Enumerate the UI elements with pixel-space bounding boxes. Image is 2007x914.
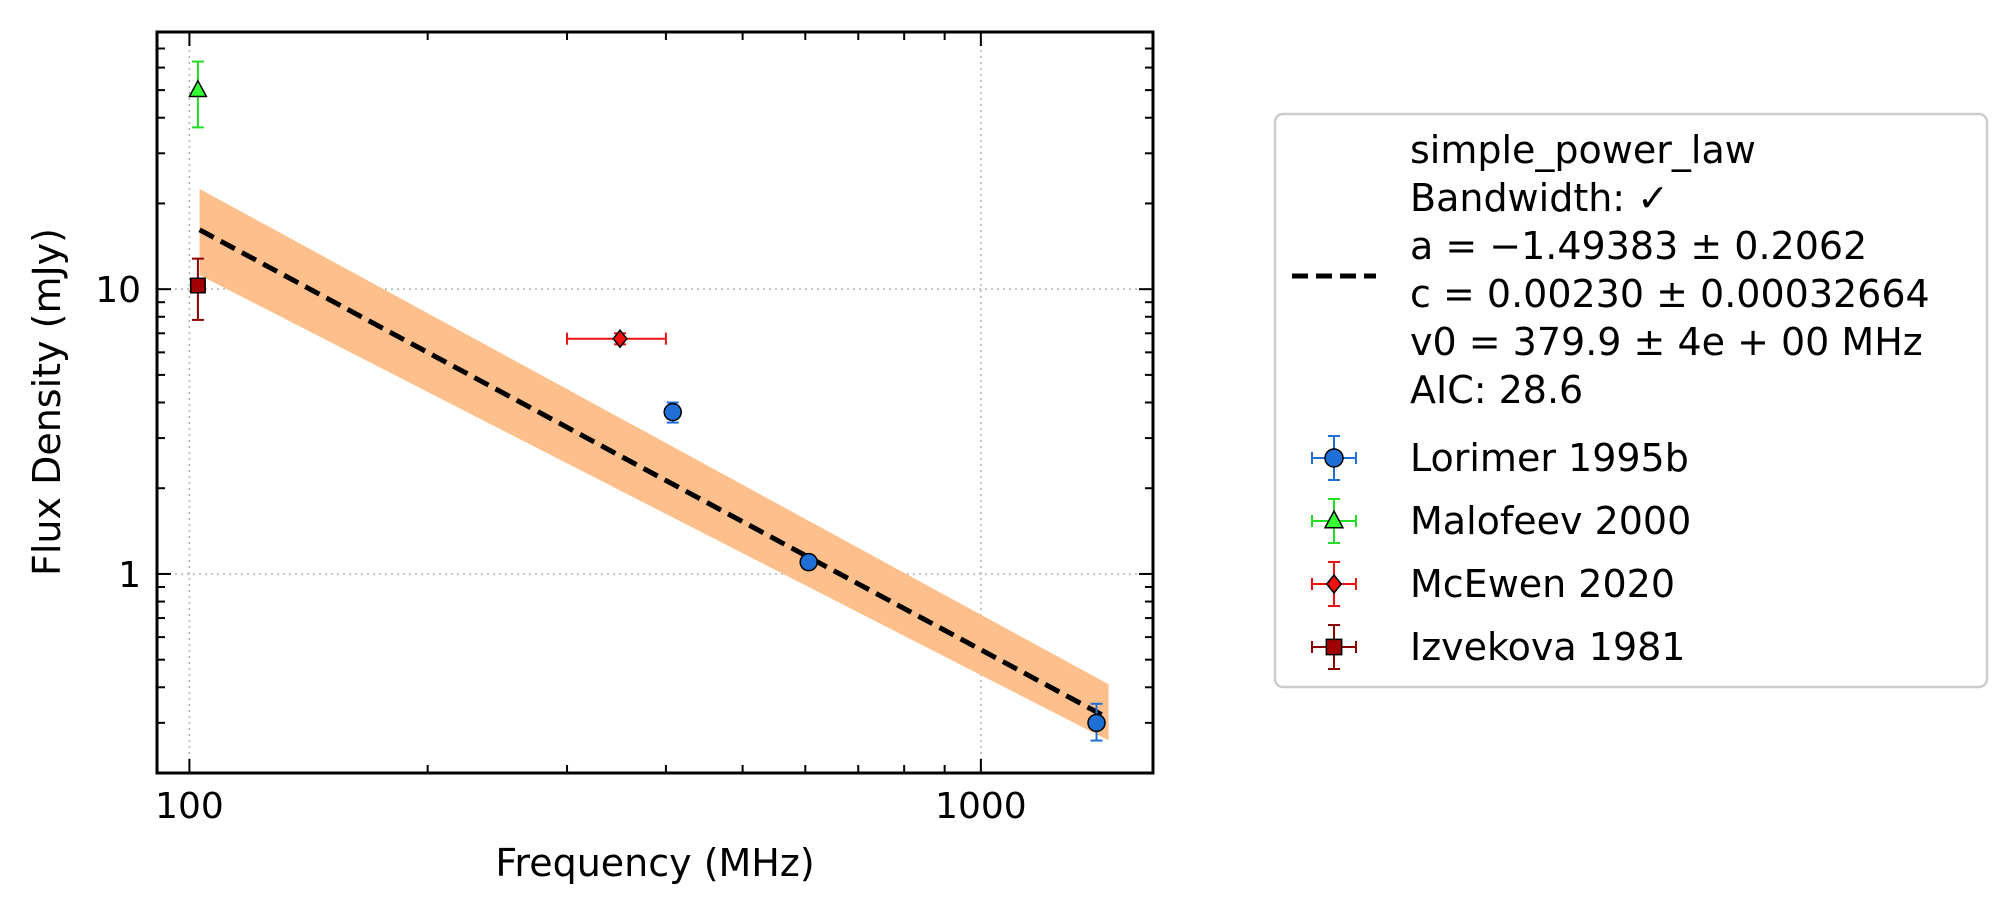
x-tick-label: 1000 <box>935 786 1027 827</box>
fit-line <box>198 227 1110 721</box>
x-tick-label: 100 <box>155 786 224 827</box>
legend-fit-line-1: simple_power_law <box>1410 128 1756 172</box>
legend-fit-line-3: a = −1.49383 ± 0.2062 <box>1410 224 1867 268</box>
legend-fit-line-4: c = 0.00230 ± 0.00032664 <box>1410 272 1930 316</box>
legend-lorimer-1995b-label: Lorimer 1995b <box>1410 436 1689 480</box>
malofeev-2000-data-point <box>188 79 208 98</box>
grid-layer <box>157 32 1153 773</box>
legend-malofeev-2000-label: Malofeev 2000 <box>1410 499 1691 543</box>
y-axis-title: Flux Density (mJy) <box>25 228 69 576</box>
legend-izvekova-1981-marker <box>1325 638 1343 656</box>
fit-uncertainty-band <box>199 188 1109 741</box>
legend-malofeev-2000-marker <box>1323 509 1345 529</box>
ticks-layer: 100 1000 1 10 <box>95 31 1153 827</box>
legend-mcewen-2020-marker <box>1325 573 1343 595</box>
fit-band-layer <box>199 188 1109 741</box>
lorimer-1995b-data-point <box>663 402 682 422</box>
y-tick-label: 10 <box>95 270 141 311</box>
data-points-layer <box>188 60 1106 742</box>
plot-frame <box>155 30 1155 775</box>
legend-series-entries: Lorimer 1995b Malofeev 2000 McEwen 2020 Izv… <box>1311 435 1691 670</box>
lorimer-1995b-data-point <box>1087 713 1106 733</box>
legend-fit-label: simple_power_law Bandwidth: ✓ a = −1.493… <box>1410 128 1942 412</box>
y-tick-label: 1 <box>118 555 141 596</box>
legend-fit-line-2: Bandwidth: ✓ <box>1410 176 1669 220</box>
legend-frame <box>1273 112 1989 689</box>
legend-mcewen-2020-label: McEwen 2020 <box>1410 562 1675 606</box>
legend-fit-line-6: AIC: 28.6 <box>1410 368 1583 412</box>
fit-line-layer <box>198 227 1110 721</box>
mcewen-2020-data-point <box>612 329 628 349</box>
legend-izvekova-1981-label: Izvekova 1981 <box>1410 625 1685 669</box>
lorimer-1995b-data-point <box>799 552 818 572</box>
izvekova-1981-data-point <box>189 277 206 294</box>
legend-fit-line-5: v0 = 379.9 ± 4e + 00 MHz <box>1410 320 1923 364</box>
x-axis-title: Frequency (MHz) <box>495 841 814 885</box>
legend: simple_power_law Bandwidth: ✓ a = −1.493… <box>1273 112 1989 689</box>
legend-lorimer-1995b-marker <box>1324 448 1344 468</box>
